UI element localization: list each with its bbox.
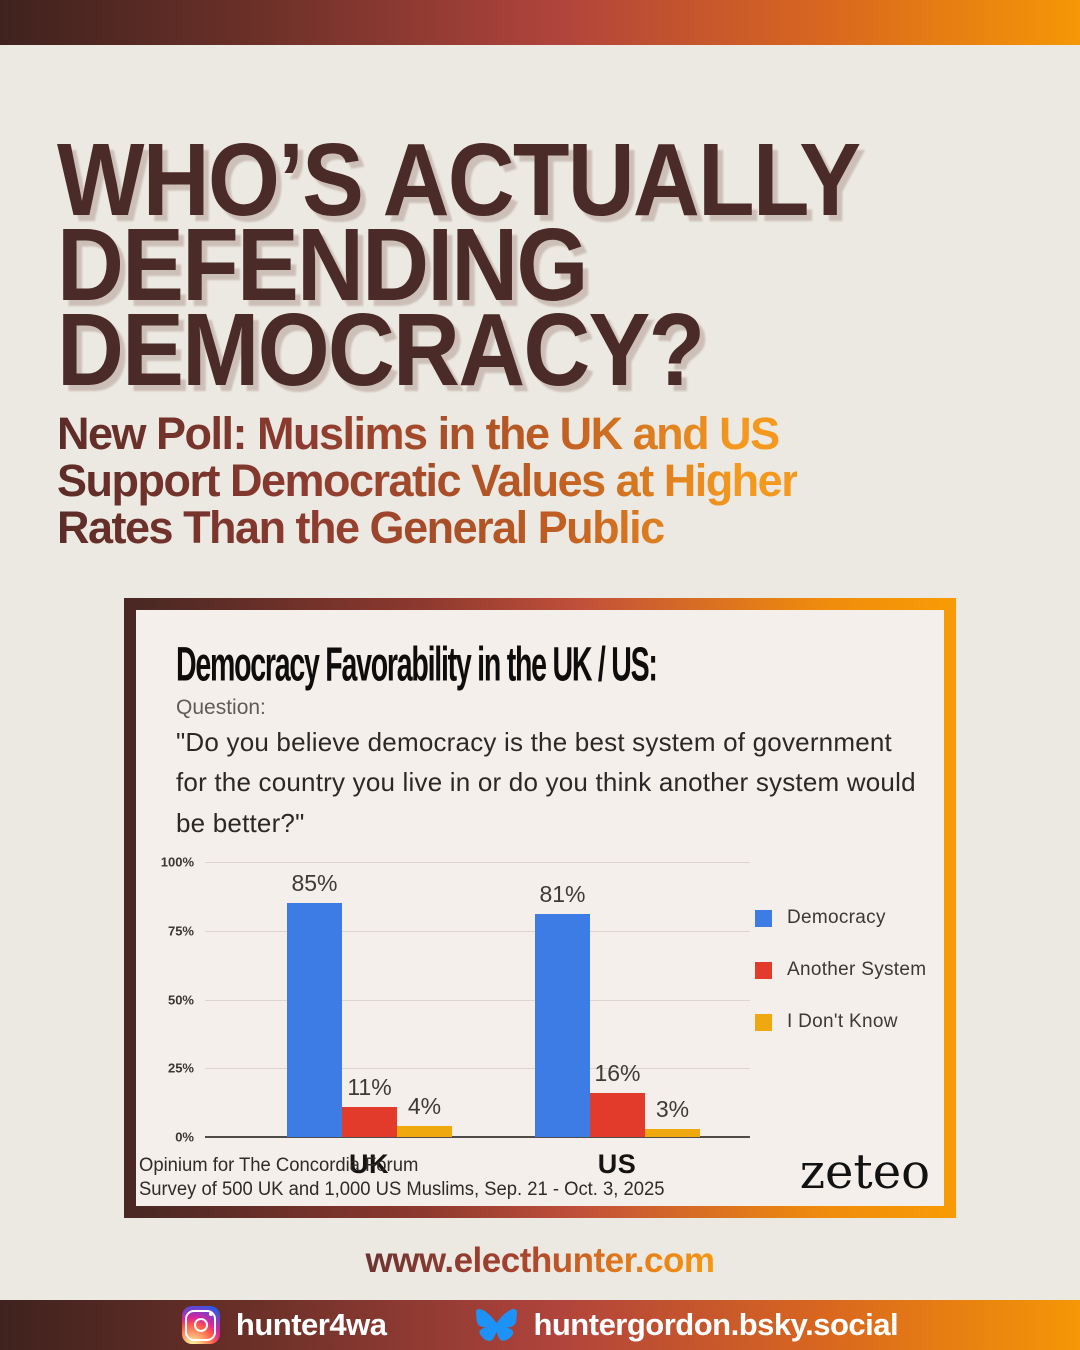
- y-tick-100: 100%: [160, 854, 194, 870]
- instagram-icon-dot: [208, 1312, 213, 1316]
- bluesky-item: huntergordon.bsky.social: [476, 1307, 899, 1343]
- bar-value-label: 16%: [594, 1060, 641, 1086]
- source-line-1: Opinium for The Concordia Forum: [139, 1154, 419, 1176]
- legend-item-dont-know: I Don't Know: [755, 1011, 926, 1033]
- zeteo-logo: zeteo: [799, 1144, 930, 1200]
- gridline-25: [205, 1068, 750, 1070]
- legend-swatch-another-system: [755, 961, 772, 979]
- y-axis: 100% 75% 50% 25% 0%: [140, 855, 198, 1145]
- question-text: "Do you believe democracy is the best sy…: [176, 727, 916, 838]
- bar-value-label: 11%: [347, 1073, 392, 1100]
- bar-value-label: 81%: [539, 881, 586, 908]
- page-title-line-2: DEFENDING: [57, 206, 589, 322]
- chart-plot: UK US 85% 11% 4% 81% 16% 3%: [205, 862, 750, 1179]
- legend-swatch-democracy: [755, 909, 772, 927]
- legend-item-another-system: Another System: [755, 959, 926, 981]
- chart-title: Democracy Favorability in the UK / US:: [176, 637, 658, 692]
- question-label: Question:: [176, 696, 266, 719]
- bar-us-democracy: 81%: [535, 881, 590, 1137]
- gridline-75: [205, 930, 750, 932]
- bar-uk-another-system: 11%: [342, 1074, 397, 1137]
- bottom-accent-bar: hunter4wa huntergordon.bsky.social: [0, 1300, 1080, 1350]
- legend-item-democracy: Democracy: [755, 907, 926, 929]
- website-url: www.electhunter.com: [0, 1241, 1080, 1281]
- legend-swatch-dont-know: [755, 1013, 772, 1031]
- bar-us-i-don-t-know: 3%: [645, 1096, 700, 1137]
- bar-value-label: 4%: [407, 1093, 442, 1119]
- y-tick-0: 0%: [175, 1129, 194, 1145]
- page-subtitle-line-1: New Poll: Muslims in the UK and US: [57, 408, 779, 459]
- x-axis-line: [205, 1136, 750, 1138]
- bar-uk-i-don-t-know: 4%: [397, 1093, 452, 1137]
- source-note: Opinium for The Concordia Forum Survey o…: [139, 1154, 665, 1203]
- page-subtitle: New Poll: Muslims in the UK and US Suppo…: [57, 411, 797, 551]
- legend-label-another-system: Another System: [787, 959, 927, 980]
- instagram-icon-frame: [185, 1309, 217, 1341]
- bar-us-another-system: 16%: [590, 1060, 645, 1137]
- chart-legend: Democracy Another System I Don't Know: [755, 907, 926, 1063]
- bar-value-label: 85%: [291, 870, 338, 897]
- instagram-handle: hunter4wa: [235, 1307, 387, 1342]
- page-subtitle-line-2: Support Democratic Values at Higher: [57, 454, 798, 506]
- instagram-icon: [181, 1306, 220, 1344]
- gridline-100: [205, 862, 750, 863]
- category-label-uk: UK: [349, 1149, 389, 1179]
- page-title-line-3: DEMOCRACY?: [57, 291, 705, 407]
- source-line-2: Survey of 500 UK and 1,000 US Muslims, S…: [139, 1179, 665, 1201]
- page-subtitle-line-3: Rates Than the General Public: [57, 501, 664, 553]
- y-tick-75: 75%: [167, 923, 194, 939]
- instagram-icon-lens: [193, 1318, 208, 1332]
- bluesky-butterfly-icon: [476, 1309, 518, 1342]
- top-accent-bar: [0, 0, 1080, 45]
- website-url-text: www.electhunter.com: [365, 1241, 715, 1280]
- bar-uk-democracy: 85%: [287, 870, 342, 1137]
- bar-value-label: 3%: [655, 1095, 690, 1122]
- bluesky-handle: huntergordon.bsky.social: [533, 1307, 899, 1342]
- page-title-line-1: WHO’S ACTUALLY: [57, 122, 861, 237]
- legend-label-democracy: Democracy: [787, 907, 886, 928]
- category-label-us: US: [597, 1149, 637, 1179]
- legend-label-dont-know: I Don't Know: [787, 1011, 898, 1032]
- y-tick-50: 50%: [167, 992, 194, 1007]
- instagram-item: hunter4wa: [181, 1306, 387, 1344]
- page-title: WHO’S ACTUALLY DEFENDING DEMOCRACY?: [57, 122, 861, 407]
- chart-card: Democracy Favorability in the UK / US: Q…: [124, 598, 956, 1218]
- gridline-50: [205, 999, 750, 1001]
- y-tick-25: 25%: [167, 1060, 194, 1076]
